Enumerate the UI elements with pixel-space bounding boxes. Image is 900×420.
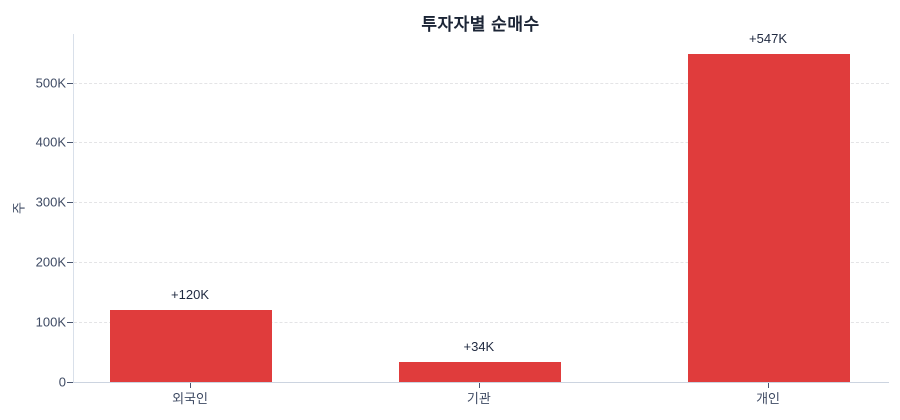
bar-개인 — [688, 54, 851, 382]
y-tick-mark — [67, 142, 73, 144]
y-tick-label: 200K — [35, 254, 66, 270]
x-tick-mark — [478, 383, 480, 388]
x-tick-label: 외국인 — [172, 391, 208, 406]
y-axis-title: 주 — [11, 202, 27, 214]
bar-기관 — [398, 361, 561, 382]
bar-value-label: +34K — [463, 338, 495, 354]
gridline-400K — [74, 142, 889, 144]
y-tick-label: 100K — [35, 314, 66, 330]
x-tick-label: 개인 — [756, 391, 780, 406]
y-tick-label: 300K — [35, 194, 66, 210]
y-tick-mark — [67, 382, 73, 383]
plot-area — [73, 34, 889, 383]
y-tick-mark — [67, 322, 73, 324]
y-tick-label: 0 — [58, 374, 66, 390]
y-tick-label: 400K — [35, 134, 66, 150]
y-tick-mark — [67, 82, 73, 84]
y-tick-label: 500K — [35, 75, 66, 91]
gridline-200K — [74, 262, 889, 264]
gridline-100K — [74, 322, 889, 324]
y-tick-mark — [67, 202, 73, 204]
x-tick-mark — [768, 383, 770, 388]
bar-외국인 — [110, 310, 273, 382]
x-tick-mark — [190, 383, 192, 388]
bar-value-label: +120K — [171, 287, 210, 303]
bar-value-label: +547K — [749, 31, 788, 47]
gridline-300K — [74, 202, 889, 204]
chart-title: 투자자별 순매수 — [421, 15, 540, 34]
x-tick-label: 기관 — [466, 391, 491, 406]
gridline-500K — [74, 82, 889, 84]
y-tick-mark — [67, 262, 73, 264]
